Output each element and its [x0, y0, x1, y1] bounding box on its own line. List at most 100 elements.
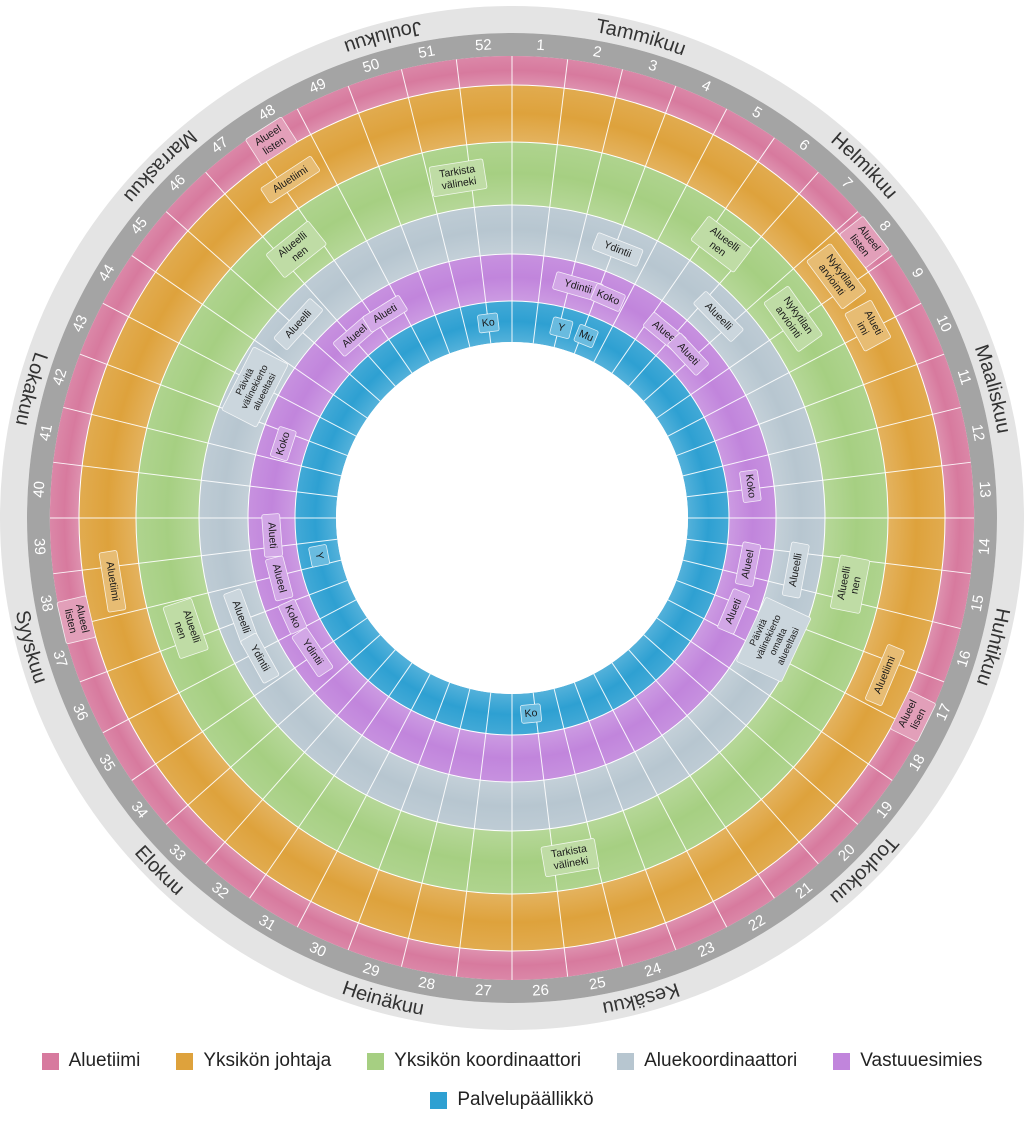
week-divider — [400, 69, 471, 348]
legend-swatch-yksikon-koordinaattori — [367, 1052, 385, 1070]
event-box-bg — [591, 232, 644, 267]
event-box-bg — [221, 346, 289, 428]
week-divider — [532, 59, 569, 344]
week-number: 38 — [36, 594, 56, 613]
week-number: 16 — [953, 648, 974, 669]
week-divider — [249, 662, 413, 899]
event-box-vastuuesimies: Alueti — [717, 588, 750, 635]
event-box-bg — [291, 627, 334, 677]
event-box-bg — [540, 838, 600, 878]
week-divider — [63, 559, 342, 630]
legend-item-palvelupaallikko: Palvelupäällikkö — [430, 1089, 594, 1111]
week-divider — [676, 353, 945, 457]
week-divider — [131, 617, 368, 781]
event-box-vastuuesimies: Alueti — [261, 513, 283, 558]
week-divider — [296, 108, 431, 363]
event-box-bg — [308, 544, 330, 568]
week-divider — [628, 649, 819, 865]
event-box-bg — [270, 426, 297, 462]
event-label: listen — [62, 608, 79, 635]
event-box-bg — [590, 283, 626, 312]
week-number: 22 — [745, 912, 768, 935]
legend-item-yksikon-koordinaattori: Yksikön koordinaattori — [367, 1050, 581, 1072]
legend-label-vastuuesimies: Vastuuesimies — [860, 1050, 983, 1071]
week-divider — [682, 559, 961, 630]
week-divider — [667, 599, 922, 734]
week-number: 29 — [361, 959, 382, 980]
week-number: 44 — [95, 262, 118, 285]
event-box-bg — [763, 286, 823, 352]
week-divider — [347, 682, 451, 951]
week-divider — [63, 406, 342, 477]
annual-clock-wheel: 1 234567891011121314151617181920212223242… — [0, 6, 1024, 1030]
event-box-vastuuesimies: Koko — [739, 469, 762, 503]
week-number: 31 — [256, 912, 279, 935]
week-number: 52 — [475, 36, 493, 54]
event-box-palvelupaallikko: Mu — [573, 324, 599, 348]
event-label: nen — [848, 575, 863, 595]
week-number: 35 — [95, 751, 118, 774]
week-divider — [593, 673, 728, 928]
week-number: 39 — [30, 538, 48, 556]
event-box-bg — [261, 513, 283, 558]
event-label: Mu — [577, 328, 595, 345]
legend-label-aluetiimi: Aluetiimi — [68, 1050, 141, 1071]
legend-swatch-vastuuesimies — [833, 1052, 851, 1070]
week-divider — [532, 692, 569, 977]
event-box-bg — [549, 316, 574, 339]
event-label: nen — [171, 620, 188, 641]
event-box-bg — [265, 555, 294, 602]
event-box-johtaja: Aluetiimi — [98, 550, 127, 613]
legend-label-yksikon-johtaja: Yksikön johtaja — [203, 1050, 332, 1071]
wheel-center — [336, 342, 688, 694]
event-box-bg — [781, 541, 810, 599]
week-number: 41 — [36, 423, 56, 442]
legend-swatch-palvelupaallikko — [430, 1091, 448, 1109]
legend-label-yksikon-koordinaattori: Yksikön koordinaattori — [394, 1050, 582, 1071]
week-divider — [593, 108, 728, 363]
event-box-vastuuesimies: Alueel — [333, 315, 377, 357]
event-box-bg — [56, 595, 96, 645]
week-number: 15 — [968, 594, 988, 613]
week-divider — [553, 688, 624, 967]
week-number: 18 — [906, 751, 929, 774]
week-divider — [102, 599, 357, 734]
week-divider — [296, 673, 431, 928]
week-number: 25 — [588, 974, 607, 994]
event-label: Koko — [743, 473, 758, 498]
legend-label-aluekoordinaattori: Aluekoordinaattori — [644, 1050, 798, 1071]
week-number: 36 — [69, 701, 91, 723]
event-box-bg — [362, 295, 408, 333]
event-box-vastuuesimies: Alueel — [265, 555, 294, 602]
week-number: 19 — [873, 798, 897, 822]
event-box-bg — [735, 541, 762, 587]
week-number: 27 — [475, 982, 493, 1000]
week-divider — [686, 461, 971, 498]
event-label: Y — [313, 551, 326, 560]
ring-separator — [294, 300, 730, 736]
week-number: 12 — [968, 423, 988, 442]
event-box-bg — [273, 298, 323, 350]
week-divider — [455, 59, 492, 344]
event-box-bg — [830, 554, 871, 614]
event-box-aluekoordinaattori: Ydintii — [591, 232, 644, 267]
week-divider — [165, 634, 381, 825]
event-box-aluekoordinaattori: Alueelli — [223, 588, 259, 646]
legend-row-1: Aluetiimi Yksikön johtaja Yksikön koordi… — [0, 1050, 1024, 1072]
week-number: 23 — [695, 939, 717, 961]
week-divider — [53, 461, 338, 498]
event-box-bg — [266, 221, 327, 278]
event-box-vastuuesimies: Alueel — [735, 541, 762, 587]
event-label: Ko — [524, 707, 538, 720]
week-number: 10 — [933, 313, 955, 335]
event-box-bg — [260, 156, 320, 204]
event-box-bg — [739, 469, 762, 503]
event-box-bg — [278, 599, 308, 635]
week-divider — [455, 692, 492, 977]
